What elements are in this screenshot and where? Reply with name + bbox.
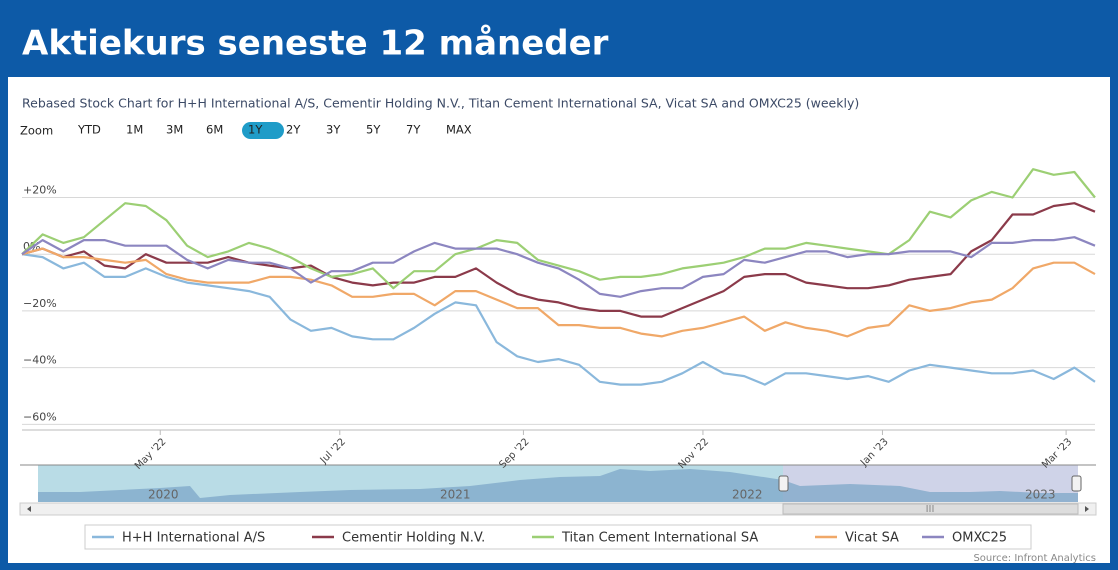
scrollbar-thumb[interactable] [782,503,1079,515]
y-tick-label: −20% [23,297,57,310]
legend-label: OMXC25 [952,531,1007,546]
series-line [21,202,1096,318]
zoom-button[interactable]: 5Y [366,123,381,137]
zoom-button[interactable]: 7Y [406,123,421,137]
legend-label: Cementir Holding N.V. [342,531,485,546]
zoom-button[interactable]: 6M [206,123,223,137]
zoom-button-selected[interactable] [242,122,284,139]
y-tick-label: +20% [23,184,57,197]
zoom-button[interactable]: 1M [126,123,143,137]
navigator-handle[interactable] [1071,475,1082,492]
zoom-button[interactable]: YTD [77,123,101,137]
zoom-label: Zoom [20,124,53,138]
navigator-label: 2021 [440,488,471,502]
navigator-label: 2023 [1025,488,1056,502]
zoom-button[interactable]: 3Y [326,123,341,137]
zoom-button[interactable]: 3M [166,123,183,137]
zoom-button[interactable]: MAX [446,123,472,137]
navigator-area [38,469,1078,502]
legend-box [84,524,1032,550]
legend-label: Vicat SA [845,531,899,546]
legend-label: H+H International A/S [122,531,265,546]
zoom-button[interactable]: 2Y [286,123,301,137]
subtitle: Rebased Stock Chart for H+H Internationa… [22,96,859,111]
series-line [21,236,1096,298]
chart-title: Aktiekurs seneste 12 måneder [22,24,609,64]
y-tick-label: −40% [23,354,57,367]
zoom-button[interactable]: 1Y [248,123,263,137]
navigator-label: 2022 [732,488,763,502]
navigator-label: 2020 [148,488,179,502]
series-line [21,168,1096,290]
series-line [21,247,1096,338]
series-line [21,253,1096,386]
navigator: 2020 2021 2022 2023 [19,464,1097,516]
legend-label: Titan Cement International SA [561,531,758,546]
y-tick-label: −60% [23,410,57,423]
navigator-handle[interactable] [778,475,789,492]
scrollbar-label: III [926,504,935,515]
source: Source: Infront Analytics [973,553,1096,564]
